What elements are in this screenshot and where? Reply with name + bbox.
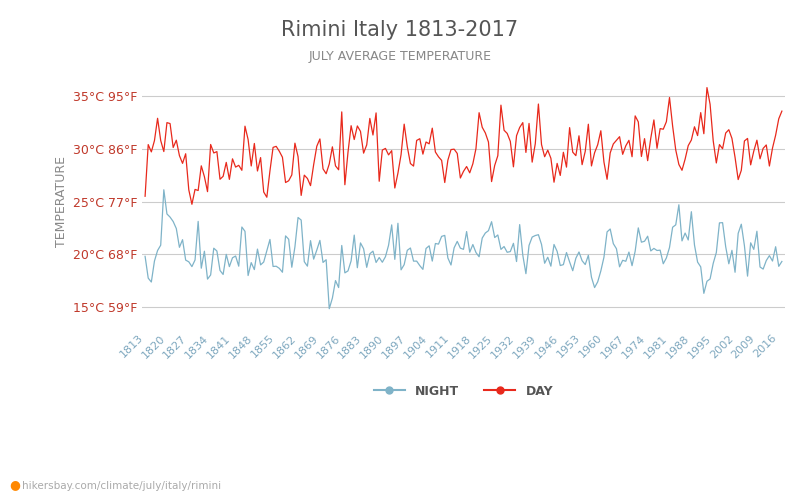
Text: JULY AVERAGE TEMPERATURE: JULY AVERAGE TEMPERATURE	[309, 50, 491, 63]
Y-axis label: TEMPERATURE: TEMPERATURE	[55, 156, 68, 247]
Text: hikersbay.com/climate/july/italy/rimini: hikersbay.com/climate/july/italy/rimini	[22, 481, 222, 491]
Text: Rimini Italy 1813-2017: Rimini Italy 1813-2017	[282, 20, 518, 40]
Text: ●: ●	[10, 478, 21, 491]
Legend: NIGHT, DAY: NIGHT, DAY	[369, 380, 558, 403]
